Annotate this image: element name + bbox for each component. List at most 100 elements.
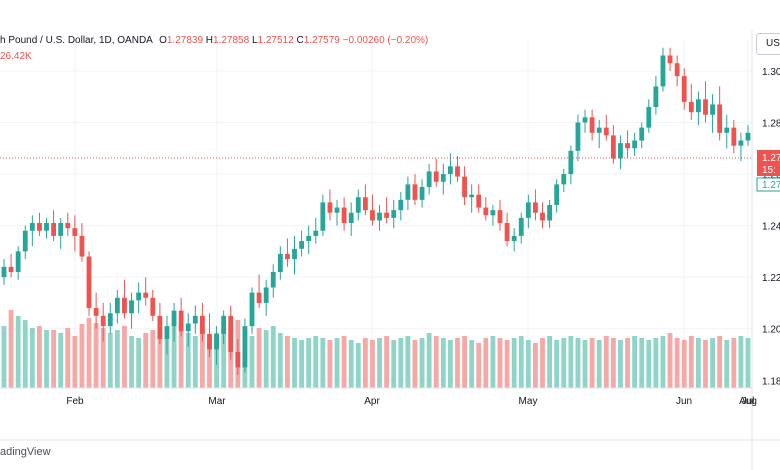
candle-body [221, 315, 227, 334]
candle-body [717, 104, 723, 133]
candle-body [327, 202, 333, 213]
volume-bar [256, 328, 262, 388]
tradingview-brand[interactable]: adingView [0, 446, 51, 458]
candle-body [370, 210, 375, 221]
candle-body [646, 107, 652, 128]
volume-bar [100, 328, 106, 388]
volume-bar [391, 340, 397, 388]
volume-bar [334, 338, 340, 388]
volume-bar [610, 338, 616, 388]
candle-body [561, 174, 567, 185]
price-candles [1, 47, 751, 376]
candle-body [199, 315, 205, 334]
volume-bar [660, 336, 666, 388]
candle-body [625, 143, 630, 149]
volume-bar [518, 336, 524, 388]
volume-bar [646, 340, 652, 388]
candle-body [433, 171, 439, 182]
volume-bar [462, 336, 467, 388]
price-tick-label: 1.30 [762, 67, 780, 78]
candle-body [653, 86, 659, 108]
candle-body [86, 256, 92, 309]
candle-body [114, 297, 120, 314]
symbol-title[interactable]: h Pound / U.S. Dollar, 1D, OANDA [0, 35, 153, 46]
countdown-label: 15: [762, 165, 776, 176]
candle-body [419, 186, 425, 200]
candle-body [405, 184, 411, 200]
volume-bar [674, 338, 680, 388]
volume-bar [568, 336, 574, 388]
candle-body [143, 292, 149, 298]
candle-body [703, 99, 708, 115]
currency-unit-button[interactable]: US [756, 33, 780, 55]
candle-body [100, 315, 106, 327]
volume-bar [596, 340, 602, 388]
candle-body [185, 323, 191, 332]
volume-bar [412, 340, 418, 388]
price-tick-label: 1.24 [762, 222, 780, 233]
volume-bar [377, 338, 382, 388]
volume-bar [207, 338, 212, 388]
volume-bar [263, 330, 269, 388]
volume-bar [192, 336, 198, 388]
volume-bar [511, 338, 517, 388]
volume-bar [440, 338, 446, 388]
volume-bar [122, 326, 127, 388]
volume-bar [136, 338, 142, 388]
volume-bar [724, 340, 730, 388]
candle-body [51, 223, 57, 236]
volume-bar [320, 338, 326, 388]
candle-body [391, 210, 397, 218]
volume-bar [476, 343, 482, 388]
volume-bar [632, 336, 638, 388]
candle-body [398, 199, 404, 211]
candle-body [93, 308, 99, 316]
candle-body [490, 210, 496, 216]
chart-grid [0, 40, 752, 388]
volume-bar [355, 343, 361, 388]
volume-bar [490, 336, 496, 388]
candle-body [29, 223, 35, 231]
candle-body [270, 272, 276, 288]
volume-bar [625, 338, 630, 388]
volume-bar [695, 338, 701, 388]
volume-bar [483, 338, 489, 388]
volume-bar [79, 324, 85, 388]
candle-body [65, 223, 71, 229]
volume-bar [86, 318, 92, 388]
volume-bar [285, 336, 290, 388]
candle-body [695, 99, 701, 113]
volume-bar [582, 340, 588, 388]
high-label: H [205, 35, 214, 46]
volume-bar [688, 336, 694, 388]
candle-body [136, 292, 142, 301]
candle-body [235, 351, 241, 368]
candle-body [554, 184, 560, 205]
volume-bar [37, 326, 42, 388]
price-axis[interactable]: 1.301.281.261.241.221.201.18 [762, 67, 780, 387]
candle-body [674, 63, 680, 77]
volume-bar [199, 330, 205, 388]
volume-bar [433, 336, 439, 388]
volume-bar [681, 340, 687, 388]
volume-bar [171, 326, 177, 388]
candle-body [171, 310, 177, 327]
price-tick-label: 1.18 [762, 376, 780, 387]
candle-body [667, 55, 673, 64]
volume-bar [8, 310, 14, 388]
candle-body [8, 266, 14, 272]
volume-bar [306, 338, 312, 388]
candle-body [348, 212, 354, 224]
candle-body [1, 266, 7, 278]
volume-bar [15, 316, 21, 388]
candle-body [589, 117, 595, 133]
volume-bar [497, 338, 503, 388]
candle-body [426, 171, 432, 187]
candle-body [610, 135, 616, 159]
close-label: C [296, 35, 304, 46]
low-value: 1.27512 [257, 35, 294, 46]
price-tick-label: 1.20 [762, 325, 780, 336]
candle-body [242, 326, 248, 368]
